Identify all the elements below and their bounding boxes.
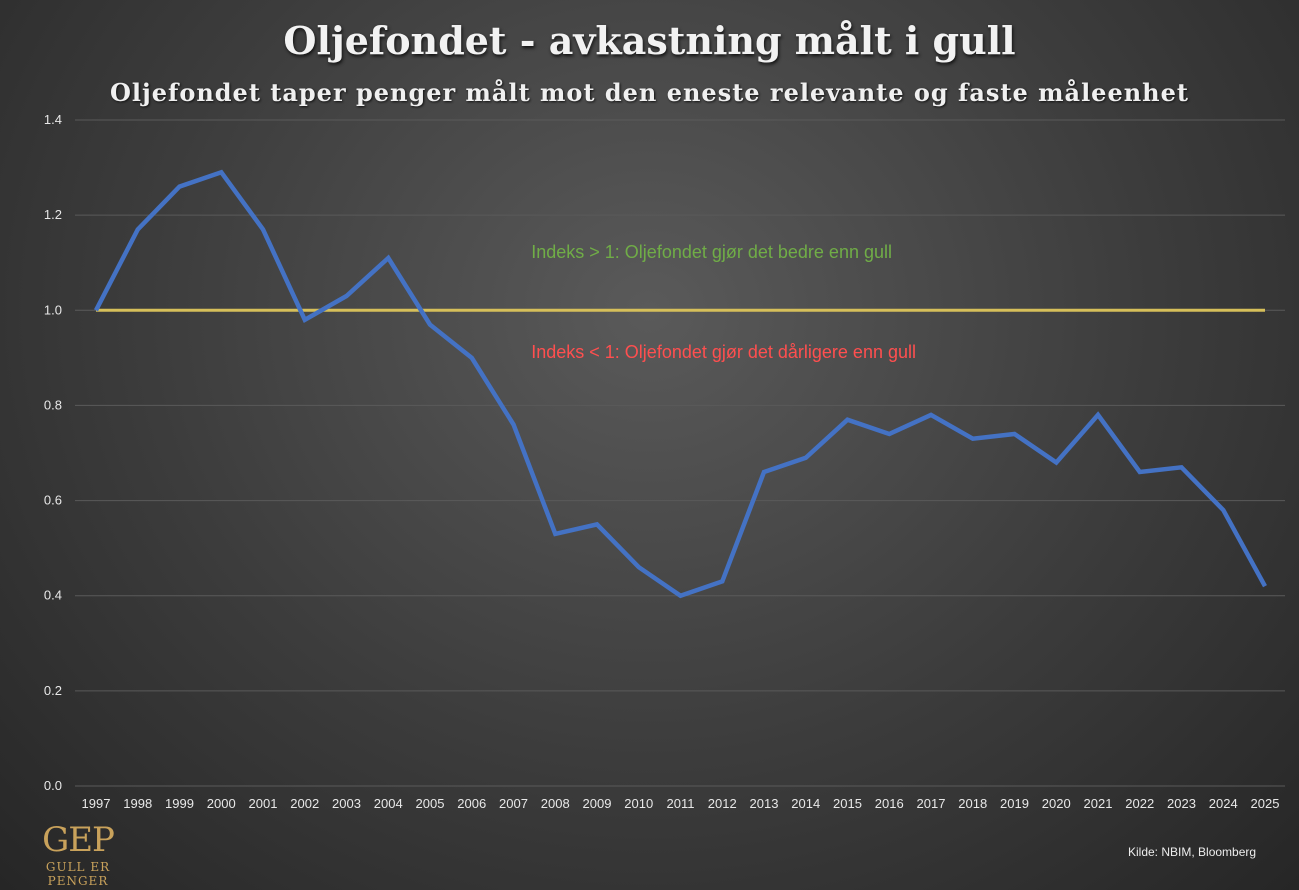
- x-tick-label: 2016: [875, 796, 904, 811]
- x-tick-label: 2003: [332, 796, 361, 811]
- x-tick-label: 2011: [667, 796, 695, 811]
- x-tick-label: 2020: [1042, 796, 1071, 811]
- x-tick-label: 2007: [499, 796, 528, 811]
- y-tick-label: 1.2: [44, 207, 62, 222]
- x-tick-label: 2005: [416, 796, 445, 811]
- x-tick-label: 2024: [1209, 796, 1238, 811]
- x-tick-label: 2009: [583, 796, 612, 811]
- x-tick-label: 2017: [917, 796, 946, 811]
- x-tick-label: 2019: [1000, 796, 1029, 811]
- x-tick-label: 2001: [249, 796, 278, 811]
- y-tick-label: 1.4: [44, 112, 62, 127]
- y-tick-label: 0.2: [44, 683, 62, 698]
- logo-mark: GEP: [42, 820, 115, 860]
- x-tick-label: 2012: [708, 796, 737, 811]
- y-tick-label: 1.0: [44, 302, 62, 317]
- x-tick-label: 2008: [541, 796, 570, 811]
- annotation-below: Indeks < 1: Oljefondet gjør det dårliger…: [531, 342, 916, 362]
- x-tick-label: 1999: [165, 796, 194, 811]
- x-tick-label: 2006: [457, 796, 486, 811]
- x-tick-label: 2022: [1125, 796, 1154, 811]
- x-tick-label: 2018: [958, 796, 987, 811]
- x-tick-label: 1998: [123, 796, 152, 811]
- y-tick-label: 0.8: [44, 397, 62, 412]
- x-tick-label: 2013: [750, 796, 779, 811]
- x-tick-label: 1997: [82, 796, 111, 811]
- x-tick-label: 2021: [1084, 796, 1113, 811]
- y-tick-label: 0.0: [44, 778, 62, 793]
- source-note: Kilde: NBIM, Bloomberg: [1128, 845, 1257, 859]
- x-tick-label: 2002: [290, 796, 319, 811]
- logo-text: GULL ER PENGER: [45, 860, 111, 888]
- x-tick-label: 2023: [1167, 796, 1196, 811]
- chart-subtitle: Oljefondet taper penger målt mot den ene…: [110, 78, 1189, 107]
- chart-title: Oljefondet - avkastning målt i gull: [283, 18, 1016, 63]
- annotation-above: Indeks > 1: Oljefondet gjør det bedre en…: [531, 242, 892, 262]
- x-tick-label: 2014: [791, 796, 820, 811]
- x-tick-label: 2004: [374, 796, 403, 811]
- series-line: [94, 169, 1267, 599]
- x-tick-label: 2025: [1251, 796, 1280, 811]
- x-tick-label: 2015: [833, 796, 862, 811]
- y-tick-label: 0.6: [44, 493, 62, 508]
- gep-logo: GEP GULL ER PENGER: [18, 822, 138, 888]
- x-tick-label: 2010: [624, 796, 653, 811]
- x-tick-label: 2000: [207, 796, 236, 811]
- y-tick-label: 0.4: [44, 588, 62, 603]
